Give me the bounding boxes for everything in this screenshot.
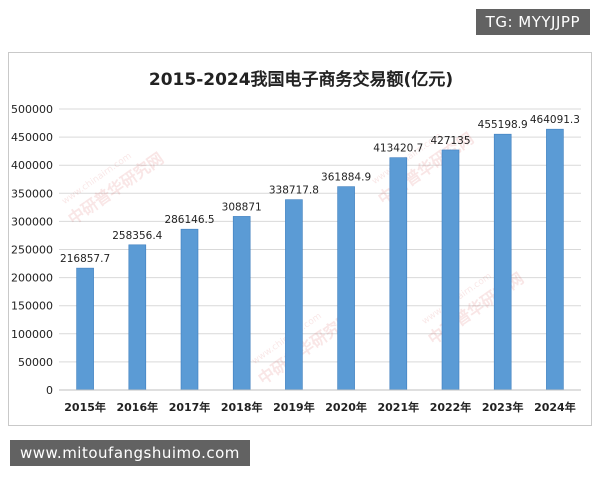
- bar-layer: [76, 128, 564, 391]
- data-label: 286146.5: [164, 214, 214, 226]
- x-tick-label: 2017年: [169, 400, 211, 414]
- x-tick-label: 2016年: [116, 400, 158, 414]
- bar: [180, 228, 199, 391]
- x-tick-label: 2020年: [325, 400, 367, 414]
- y-tick-label: 500000: [11, 103, 53, 116]
- tg-watermark-label: TG: MYYJJPP: [475, 9, 590, 35]
- data-label: 455198.9: [478, 119, 528, 131]
- chart-title: 2015-2024我国电子商务交易额(亿元): [149, 69, 453, 90]
- data-label: 464091.3: [530, 114, 580, 126]
- data-label: 413420.7: [373, 143, 423, 155]
- axis-layer: 0 50000 100000 150000 200000 250000 300000 3500…: [11, 103, 581, 414]
- data-label: 258356.4: [112, 230, 162, 242]
- bar: [337, 186, 355, 391]
- bar: [76, 267, 94, 391]
- y-tick-label: 100000: [11, 328, 53, 341]
- bar: [389, 157, 408, 391]
- chart-frame: 中研普华研究网www.chinairn.com中研普华研究网www.chinai…: [8, 52, 592, 426]
- data-label: 427135: [430, 135, 470, 147]
- bar: [493, 133, 512, 391]
- x-tick-label: 2024年: [534, 400, 576, 414]
- y-tick-label: 50000: [18, 356, 53, 369]
- bar: [441, 149, 460, 391]
- x-tick-label: 2022年: [430, 400, 472, 414]
- data-label: 338717.8: [269, 185, 319, 197]
- y-tick-label: 350000: [11, 187, 53, 200]
- bar-chart: 中研普华研究网www.chinairn.com中研普华研究网www.chinai…: [11, 69, 581, 414]
- data-label: 216857.7: [60, 253, 110, 265]
- y-tick-label: 300000: [11, 215, 53, 228]
- bar: [232, 216, 251, 391]
- y-tick-label: 150000: [11, 300, 53, 313]
- bar: [128, 244, 147, 391]
- data-label: 308871: [222, 201, 262, 213]
- x-tick-label: 2015年: [64, 400, 106, 414]
- x-tick-label: 2021年: [377, 400, 419, 414]
- y-tick-label: 450000: [11, 131, 53, 144]
- x-tick-label: 2023年: [482, 400, 524, 414]
- y-tick-label: 400000: [11, 159, 53, 172]
- data-label: 361884.9: [321, 172, 371, 184]
- y-tick-label: 200000: [11, 272, 53, 285]
- bar: [546, 128, 564, 391]
- y-tick-label: 0: [46, 384, 53, 397]
- bar: [285, 199, 303, 391]
- y-tick-label: 250000: [11, 244, 53, 257]
- x-tick-label: 2019年: [273, 400, 315, 414]
- x-tick-label: 2018年: [221, 400, 263, 414]
- site-url-label: www.mitoufangshuimo.com: [10, 440, 250, 466]
